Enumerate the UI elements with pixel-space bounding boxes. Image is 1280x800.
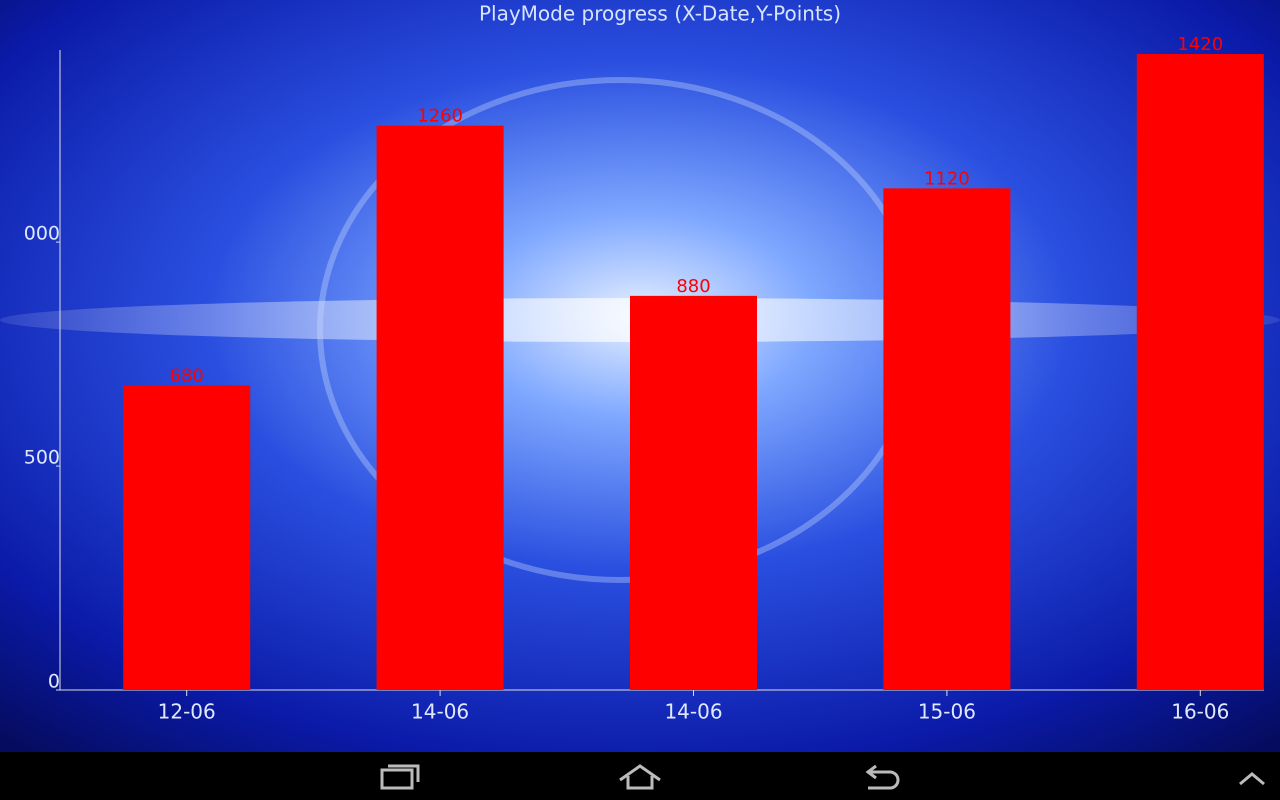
home-icon-base — [626, 776, 654, 790]
chart-title: PlayMode progress (X-Date,Y-Points) — [479, 2, 841, 26]
bar — [883, 188, 1011, 690]
nav-bar — [0, 752, 1280, 800]
menu-button[interactable] — [1239, 772, 1265, 786]
y-tick-label: 500 — [24, 447, 60, 469]
chart: 0 500 000 12-06 680 14-06 1260 14-06 880 15-06 112… — [24, 34, 1264, 724]
x-tick-label: 15-06 — [918, 700, 976, 724]
data-label: 1120 — [924, 168, 970, 189]
x-tick-label: 12-06 — [158, 700, 216, 724]
bar — [123, 385, 251, 690]
bar — [1136, 54, 1264, 690]
y-tick-label: 0 — [48, 671, 60, 693]
x-tick-label: 16-06 — [1171, 700, 1229, 724]
data-label: 1260 — [417, 106, 463, 127]
nav-icons — [380, 764, 1265, 790]
recents-icon-back — [388, 764, 420, 782]
y-tick-label: 000 — [24, 223, 60, 245]
data-label: 680 — [170, 365, 204, 386]
recents-button[interactable] — [380, 768, 414, 790]
x-tick-label: 14-06 — [411, 700, 469, 724]
bar — [376, 125, 504, 690]
x-tick-label: 14-06 — [664, 700, 722, 724]
data-label: 880 — [676, 276, 710, 297]
bar — [630, 295, 757, 690]
home-button[interactable] — [619, 764, 661, 782]
back-button[interactable] — [865, 764, 900, 790]
data-label: 1420 — [1177, 34, 1223, 55]
